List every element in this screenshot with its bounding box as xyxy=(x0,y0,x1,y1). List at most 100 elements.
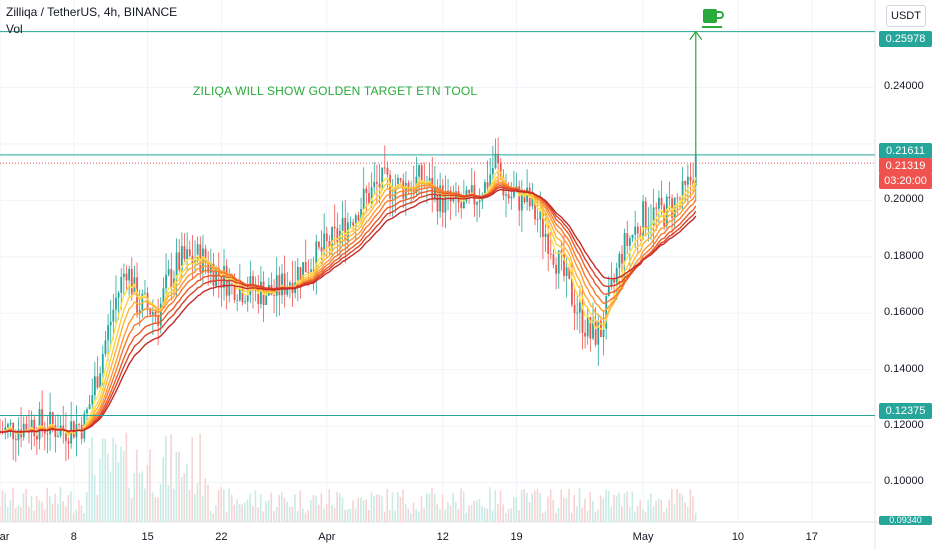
ema-ribbon-line xyxy=(0,178,697,434)
candle-body xyxy=(78,424,80,425)
volume-bar xyxy=(544,511,547,522)
candle-body xyxy=(165,274,167,289)
volume-bar xyxy=(141,471,143,522)
currency-button[interactable]: USDT xyxy=(886,5,926,27)
volume-bar xyxy=(64,506,67,522)
candle-body xyxy=(497,153,500,164)
candle-body xyxy=(125,273,128,281)
volume-bar xyxy=(420,496,423,522)
volume-bar xyxy=(317,504,320,522)
candle-body xyxy=(399,177,402,181)
volume-bar xyxy=(241,504,244,522)
volume-bar xyxy=(531,493,533,522)
volume-bar xyxy=(212,513,215,522)
y-tick-label: 0.16000 xyxy=(884,306,924,319)
candle-body xyxy=(212,263,215,287)
candle-body xyxy=(51,412,54,426)
candle-body xyxy=(333,226,336,229)
volume-indicator-label[interactable]: Vol xyxy=(6,22,23,36)
volume-bar xyxy=(634,511,636,522)
volume-bar xyxy=(6,507,9,522)
volume-bar xyxy=(439,509,441,522)
volume-bar xyxy=(512,496,515,522)
candle-body xyxy=(657,197,660,209)
volume-bar xyxy=(207,484,209,522)
candle-body xyxy=(584,332,586,337)
candle-body xyxy=(157,315,160,326)
volume-bar xyxy=(165,435,167,522)
volume-bar xyxy=(523,489,526,522)
candle-body xyxy=(88,404,91,410)
symbol-title[interactable]: Zilliqa / TetherUS, 4h, BINANCE xyxy=(6,5,178,19)
volume-bar xyxy=(91,436,93,522)
volume-bar xyxy=(644,511,647,522)
volume-bar xyxy=(689,489,692,522)
volume-bar xyxy=(138,472,141,522)
volume-bar xyxy=(584,498,586,522)
volume-bar xyxy=(117,462,120,522)
volume-bar xyxy=(678,492,681,522)
volume-bar xyxy=(576,506,578,522)
volume-bar xyxy=(541,512,544,522)
volume-bar xyxy=(43,509,46,522)
candle-body xyxy=(101,354,104,374)
candle-body xyxy=(555,264,557,274)
target-price-tag: 0.25978 xyxy=(879,31,932,47)
volume-bar xyxy=(341,497,344,522)
volume-bar xyxy=(233,504,236,522)
volume-bar xyxy=(217,490,220,522)
candle-body xyxy=(499,163,502,178)
volume-bar xyxy=(676,488,678,522)
candle-body xyxy=(565,267,568,276)
ema-ribbon-line xyxy=(0,186,697,433)
volume-bar xyxy=(631,491,634,522)
coffee-cup-icon[interactable] xyxy=(701,7,725,37)
volume-bar xyxy=(591,501,594,522)
volume-bar xyxy=(594,511,597,522)
candle-body xyxy=(642,201,644,238)
candle-body xyxy=(204,248,207,263)
volume-bar xyxy=(346,509,349,522)
candle-body xyxy=(605,296,608,329)
candle-body xyxy=(241,285,244,302)
volume-bar xyxy=(83,513,85,522)
volume-bar xyxy=(660,499,663,522)
candle-body xyxy=(444,192,447,213)
y-tick-label: 0.20000 xyxy=(884,193,924,206)
volume-bar xyxy=(354,508,357,522)
candle-body xyxy=(315,241,318,275)
candle-body xyxy=(323,233,326,252)
candle-body xyxy=(281,273,283,296)
volume-bar xyxy=(157,497,159,522)
candle-body xyxy=(644,201,647,230)
volume-bar xyxy=(228,488,230,522)
candle-body xyxy=(481,198,484,201)
volume-bar xyxy=(230,494,233,522)
volume-bar xyxy=(468,505,470,522)
candle-body xyxy=(354,215,357,226)
candle-body xyxy=(602,328,605,338)
ema-ribbon-line xyxy=(0,169,697,437)
volume-bar xyxy=(93,475,96,522)
candle-body xyxy=(510,196,513,199)
chart-annotation-text[interactable]: ZILIQA WILL SHOW GOLDEN TARGET ETN TOOL xyxy=(193,84,478,98)
bottom-partial-tag: 0.09340 xyxy=(879,516,932,525)
volume-bar xyxy=(655,500,657,522)
candle-body xyxy=(639,233,642,238)
ema-ribbon-line xyxy=(0,180,697,434)
candle-body xyxy=(328,240,331,249)
candle-body xyxy=(484,182,486,199)
ema-ribbon-line xyxy=(0,175,697,435)
volume-bar xyxy=(9,500,12,522)
volume-bar xyxy=(441,494,444,522)
volume-bar xyxy=(381,496,383,522)
candle-body xyxy=(307,272,310,273)
volume-bar xyxy=(412,502,415,522)
candle-body xyxy=(59,425,62,436)
volume-bar xyxy=(223,489,225,522)
volume-bar xyxy=(59,487,62,522)
candle-body xyxy=(610,279,613,287)
volume-bar xyxy=(534,490,536,522)
candle-body xyxy=(138,309,141,313)
